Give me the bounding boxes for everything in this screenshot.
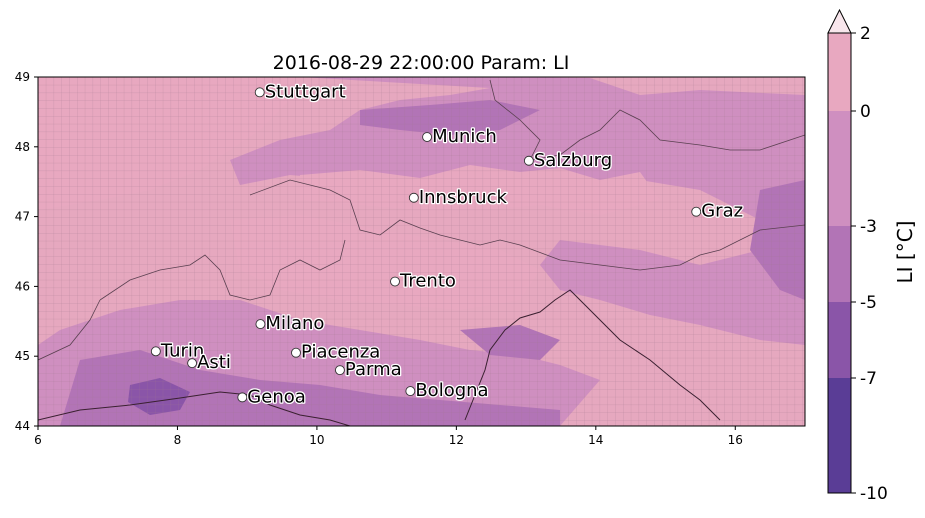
city-markers: Stuttgart Munich Salzburg Innsbruck Graz Tren…	[150, 80, 744, 409]
city-label: Innsbruck	[419, 187, 508, 208]
y-axis: 44 45 46 47 48 49	[15, 70, 38, 433]
city-label: Milano	[265, 313, 324, 334]
map-frame	[37, 76, 806, 427]
city-marker	[237, 392, 248, 403]
city-marker	[150, 346, 161, 357]
y-tick-label: 48	[15, 140, 30, 154]
city-stuttgart: Stuttgart	[254, 80, 347, 104]
x-tick-label: 14	[588, 433, 603, 447]
city-piacenza: Piacenza	[291, 340, 382, 364]
city-label: Salzburg	[534, 150, 612, 171]
city-munich: Munich	[422, 125, 498, 148]
city-marker	[408, 192, 419, 203]
city-marker	[291, 347, 301, 358]
colorbar-segment	[828, 111, 851, 226]
colorbar-tick-label: 0	[860, 102, 871, 122]
city-label: Genoa	[247, 386, 305, 407]
city-genoa: Genoa	[237, 385, 307, 409]
city-label: Graz	[701, 201, 743, 222]
city-milano: Milano	[255, 312, 326, 335]
city-label: Asti	[197, 352, 231, 373]
colorbar-tick-label: -7	[860, 369, 877, 389]
x-tick-label: 8	[174, 433, 182, 447]
border-line-west	[99, 239, 346, 301]
city-marker	[255, 319, 266, 330]
map-grid	[38, 77, 805, 426]
map-area	[38, 77, 805, 426]
colorbar-extend-triangle	[827, 8, 852, 34]
colorbar-tick-label: -5	[860, 293, 877, 313]
city-label: Munich	[432, 126, 497, 147]
colorbar-label: LI [°C]	[893, 221, 917, 284]
colorbar-segment	[828, 378, 851, 493]
city-marker	[405, 386, 416, 397]
city-turin: Turin	[150, 339, 206, 363]
colorbar-tick-label: -10	[860, 484, 888, 504]
border-line-north	[489, 79, 805, 161]
x-axis: 6 8 10 12 14 16	[34, 426, 743, 447]
colorbar-tick-label: 2	[860, 24, 871, 44]
colorbar: 2 0 -3 -5 -7 -10	[827, 8, 888, 504]
city-marker	[334, 365, 345, 376]
map-title: 2016-08-29 22:00:00 Param: LI	[273, 52, 570, 74]
city-asti: Asti	[187, 351, 232, 374]
city-marker	[422, 132, 433, 142]
colorbar-tick-label: -3	[860, 217, 877, 237]
colorbar-frame	[827, 32, 852, 494]
city-label: Stuttgart	[265, 81, 346, 102]
colorbar-segment	[828, 33, 851, 111]
city-label: Parma	[345, 359, 402, 380]
city-marker	[187, 358, 198, 369]
colorbar-segment	[828, 226, 851, 302]
city-trento: Trento	[390, 269, 457, 293]
y-tick-label: 49	[15, 70, 30, 84]
x-tick-label: 6	[34, 433, 42, 447]
city-parma: Parma	[334, 358, 403, 381]
x-tick-label: 12	[449, 433, 464, 447]
city-salzburg: Salzburg	[523, 149, 613, 172]
city-marker	[691, 206, 702, 217]
coastline	[38, 289, 721, 426]
y-tick-label: 45	[15, 349, 30, 363]
city-label: Turin	[160, 340, 204, 361]
city-label: Trento	[399, 271, 456, 292]
x-tick-label: 16	[728, 433, 743, 447]
city-label: Piacenza	[301, 342, 380, 363]
colorbar-segment	[828, 302, 851, 378]
city-innsbruck: Innsbruck	[408, 186, 509, 209]
city-graz: Graz	[691, 199, 744, 223]
y-tick-label: 47	[15, 210, 30, 224]
border-line-alps	[249, 179, 805, 271]
city-marker	[254, 87, 265, 98]
y-tick-label: 44	[15, 419, 30, 433]
x-tick-label: 10	[309, 433, 324, 447]
y-tick-label: 46	[15, 279, 30, 293]
border-line-southwest	[38, 299, 101, 361]
city-marker	[523, 155, 534, 166]
city-bologna: Bologna	[405, 379, 490, 402]
city-marker	[390, 276, 400, 287]
city-label: Bologna	[415, 380, 488, 401]
